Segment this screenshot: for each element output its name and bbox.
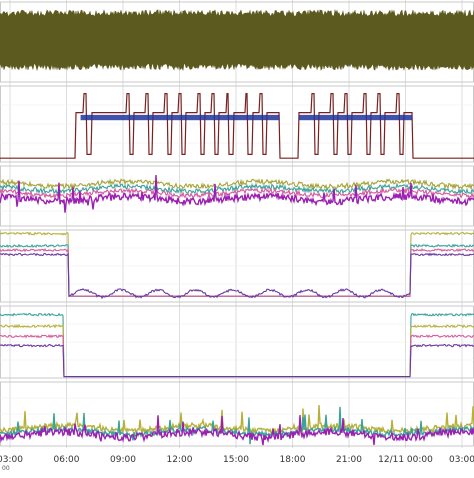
x-tick-label-cutoff: 00 xyxy=(2,465,10,472)
panel-1-series-group xyxy=(0,8,474,72)
panel-1-series-1 xyxy=(0,8,474,72)
x-tick-label: 12/11 00:00 xyxy=(378,455,433,465)
panel-5-series-group xyxy=(0,312,474,378)
panel-6-series-group xyxy=(0,404,474,446)
grid-lines xyxy=(9,0,463,448)
panel-2-series-2-band-1 xyxy=(80,114,280,121)
panel-3-series-group xyxy=(0,174,474,213)
x-axis-labels: 03:00 06:00 09:00 12:00 15:00 18:00 21:00 12/11… xyxy=(0,455,474,472)
x-tick-label: 03:00 xyxy=(449,455,474,465)
x-tick-label: 03:00 xyxy=(0,455,23,465)
x-tick-label: 06:00 xyxy=(54,455,80,465)
x-tick-label: 18:00 xyxy=(280,455,306,465)
panel-6-series-3 xyxy=(0,415,474,446)
panel-2-series-1 xyxy=(0,93,474,159)
panel-3-series-4 xyxy=(0,174,474,213)
panel-6-series-1 xyxy=(0,404,474,438)
x-tick-label: 09:00 xyxy=(110,455,136,465)
panel-2-series-group xyxy=(0,93,474,159)
x-tick-label: 15:00 xyxy=(223,455,249,465)
panel-5-series-4 xyxy=(0,343,474,378)
panel-3-series-3 xyxy=(0,187,474,200)
panel-2-series-2-band-2 xyxy=(298,114,413,121)
panel-4-series-group xyxy=(0,231,474,300)
panel-4-series-4 xyxy=(0,252,474,300)
panel-3-series-1 xyxy=(0,178,474,191)
panel-frame-4 xyxy=(0,229,474,303)
panel-6-series-2 xyxy=(0,406,474,445)
x-tick-label: 21:00 xyxy=(336,455,362,465)
x-tick-label: 12:00 xyxy=(167,455,193,465)
